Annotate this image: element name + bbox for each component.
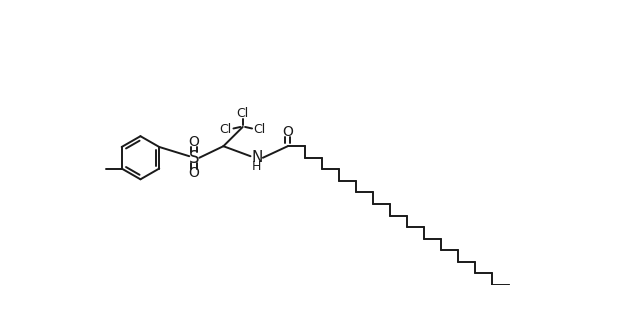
Text: Cl: Cl [237,107,249,120]
Text: Cl: Cl [220,123,232,136]
Text: N: N [251,150,262,165]
Text: O: O [189,166,200,180]
Text: H: H [252,161,261,173]
Text: O: O [282,125,293,139]
Text: O: O [189,135,200,149]
Text: Cl: Cl [253,123,266,136]
Text: S: S [189,149,199,167]
